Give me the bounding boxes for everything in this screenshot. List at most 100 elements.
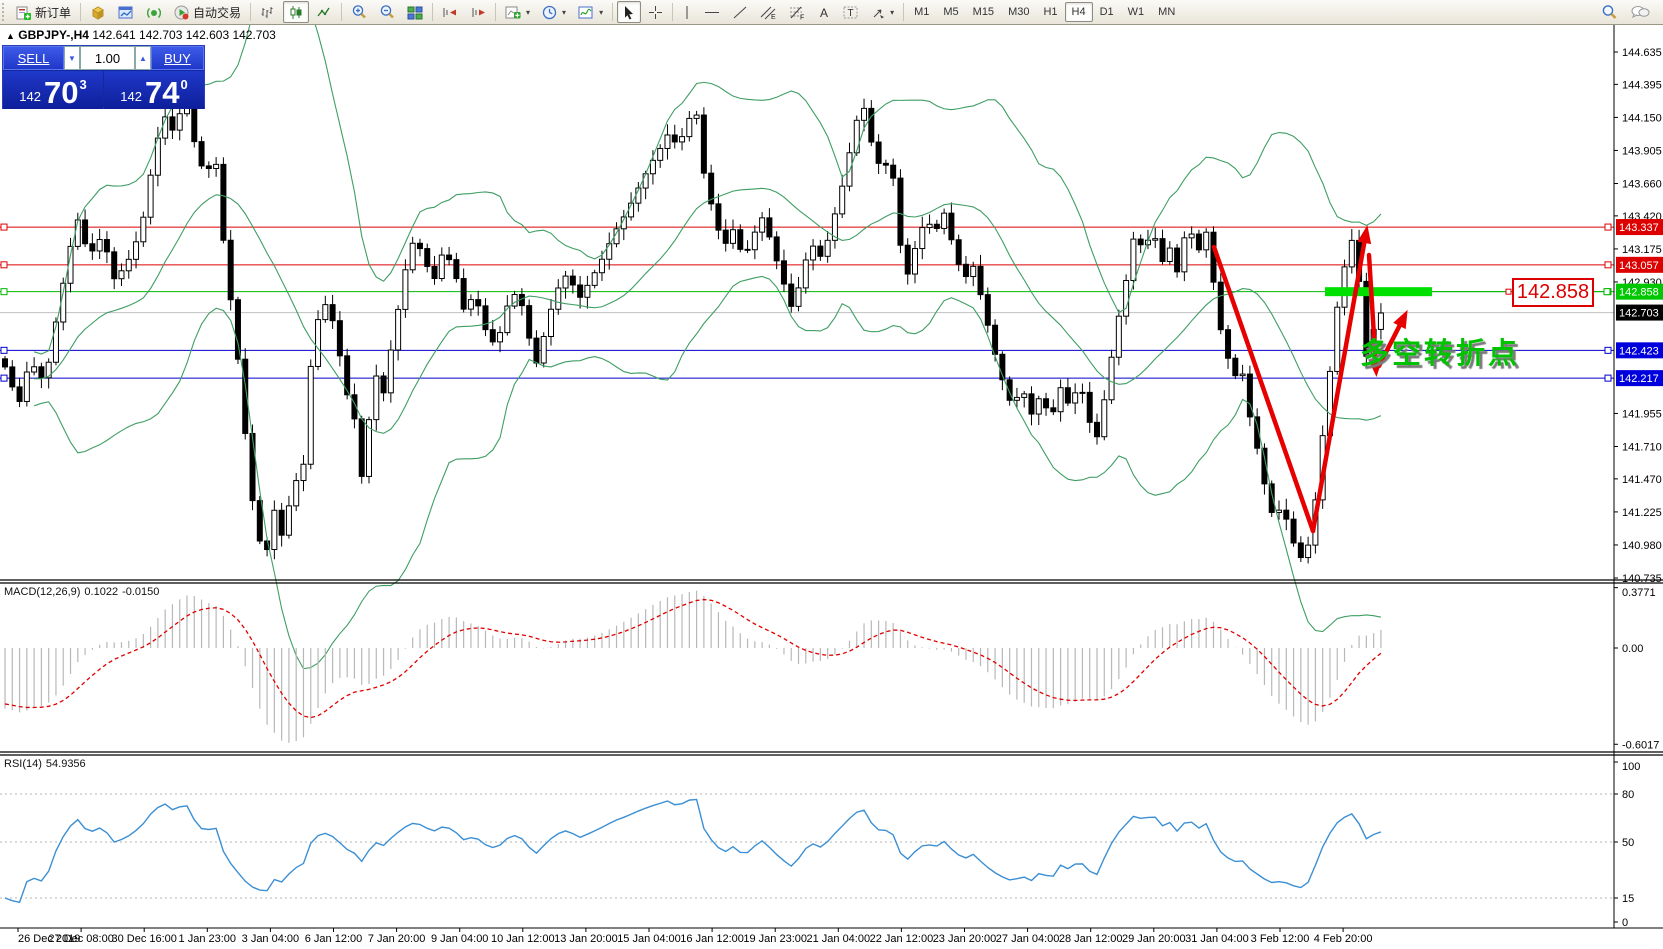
arrows-button[interactable]: ▾ [866, 1, 899, 23]
sell-price[interactable]: 142 70 3 [3, 71, 103, 109]
new-order-icon [16, 6, 31, 20]
chat-button[interactable] [1625, 1, 1655, 23]
level-price-tag [1616, 370, 1663, 387]
level-handle[interactable] [0, 346, 8, 354]
timeframe-M5[interactable]: M5 [943, 6, 959, 18]
candlestick-chart-button[interactable] [283, 1, 310, 23]
autotrade-button[interactable]: 自动交易 [169, 1, 246, 23]
fibonacci-button[interactable]: F [784, 1, 811, 23]
annotation-text[interactable]: 多空转折点 [1360, 338, 1521, 370]
level-handle[interactable] [1604, 223, 1612, 231]
volume-down-stepper[interactable]: ▼ [64, 46, 80, 70]
svg-text:142.217: 142.217 [1619, 373, 1659, 385]
fibonacci-icon: F [790, 6, 804, 20]
timeframe-M1[interactable]: M1 [914, 6, 930, 18]
vertical-line-button[interactable] [677, 1, 697, 23]
timeframe-MN[interactable]: MN [1158, 6, 1176, 18]
trend-arrow[interactable] [1310, 225, 1372, 534]
chart-annotations[interactable] [1211, 225, 1611, 534]
level-handle[interactable] [0, 288, 8, 296]
trendline-button[interactable] [727, 1, 753, 23]
highlight-price-bar[interactable] [1325, 287, 1432, 297]
search-button[interactable] [1596, 1, 1623, 23]
y-axis-tick: 143.905 [1622, 145, 1662, 157]
svg-text:E: E [771, 14, 776, 20]
templates-button[interactable]: ▾ [573, 1, 608, 23]
trend-arrow[interactable] [1211, 244, 1316, 534]
cursor-button[interactable] [617, 1, 642, 23]
level-handle[interactable] [0, 374, 8, 382]
collapse-marker-icon[interactable]: ▲ [6, 31, 15, 41]
y-axis-tick: 143.660 [1622, 179, 1662, 191]
bar-chart-button[interactable] [255, 1, 281, 23]
x-axis-label: 23 Jan 20:00 [933, 933, 997, 945]
level-price-tag [1616, 283, 1663, 300]
timeframe-D1[interactable]: D1 [1099, 6, 1114, 18]
bollinger-bands [33, 0, 1382, 670]
buy-price[interactable]: 142 74 0 [104, 71, 204, 109]
buy-button[interactable]: BUY [151, 46, 204, 70]
indicators-button[interactable]: ▾ [500, 1, 535, 23]
timeframe-M15[interactable]: M15 [972, 6, 995, 18]
timeframe-W1[interactable]: W1 [1127, 6, 1145, 18]
label-button[interactable]: T [838, 1, 864, 23]
level-price-tag [1616, 219, 1663, 236]
svg-text:142.423: 142.423 [1619, 345, 1659, 357]
x-axis-label: 28 Jan 12:00 [1059, 933, 1123, 945]
horizontal-line-button[interactable] [699, 1, 725, 23]
data-window-button[interactable] [113, 1, 139, 23]
crosshair-icon [649, 5, 663, 19]
indicators-icon [505, 6, 521, 18]
volume-up-stepper[interactable]: ▲ [135, 46, 151, 70]
x-axis-label: 3 Feb 12:00 [1251, 933, 1310, 945]
x-axis-label: 1 Jan 23:00 [179, 933, 237, 945]
new-order-button[interactable]: 新订单 [11, 1, 76, 23]
timeframe-H4[interactable]: H4 [1064, 2, 1093, 22]
level-handle[interactable] [1604, 374, 1612, 382]
cursor-icon [625, 5, 634, 19]
volume-input[interactable] [80, 46, 135, 70]
signals-button[interactable] [141, 1, 167, 23]
periods-button[interactable]: ▾ [537, 1, 571, 23]
zoom-in-icon [352, 5, 366, 19]
level-handle[interactable] [1604, 261, 1612, 269]
trendline-icon [733, 6, 747, 18]
crosshair-button[interactable] [643, 1, 668, 23]
timeframe-M30[interactable]: M30 [1008, 6, 1030, 18]
symbol-name: GBPJPY-,H4 [18, 28, 89, 42]
current-price-tag [1616, 304, 1663, 321]
level-handle[interactable] [1604, 346, 1612, 354]
chart-shift-button[interactable] [465, 1, 491, 23]
level-handle[interactable] [0, 261, 8, 269]
market-watch-button[interactable] [85, 1, 111, 23]
clock-icon [542, 5, 557, 19]
channel-button[interactable]: E [755, 1, 782, 23]
zoom-in-button[interactable] [346, 1, 372, 23]
auto-scroll-button[interactable] [437, 1, 463, 23]
timeframe-H1[interactable]: H1 [1043, 6, 1058, 18]
svg-text:A: A [820, 6, 828, 20]
trend-arrow[interactable] [1366, 252, 1383, 377]
y-axis-tick: 143.175 [1622, 244, 1662, 256]
x-axis-label: 22 Jan 12:00 [870, 933, 934, 945]
x-axis-label: 16 Jan 12:00 [680, 933, 744, 945]
svg-text:143.337: 143.337 [1619, 222, 1659, 234]
new-order-label: 新订单 [35, 5, 72, 20]
trend-arrow[interactable] [1376, 309, 1408, 369]
x-axis-label: 9 Jan 04:00 [431, 933, 489, 945]
x-axis-label: 30 Dec 16:00 [111, 933, 176, 945]
auto-scroll-icon [443, 7, 457, 17]
level-handle[interactable] [0, 223, 8, 231]
y-axis-tick: 144.150 [1622, 112, 1662, 124]
tile-windows-button[interactable] [402, 1, 428, 23]
line-chart-button[interactable] [311, 1, 337, 23]
x-axis-label: 10 Jan 12:00 [491, 933, 555, 945]
macd-axis-tick: 0.3771 [1622, 587, 1656, 599]
sell-button[interactable]: SELL [3, 46, 64, 70]
zoom-out-button[interactable] [374, 1, 400, 23]
text-button[interactable]: A [813, 1, 836, 23]
x-axis-label: 7 Jan 20:00 [368, 933, 426, 945]
price-callout[interactable]: 142.858 [1512, 278, 1594, 307]
